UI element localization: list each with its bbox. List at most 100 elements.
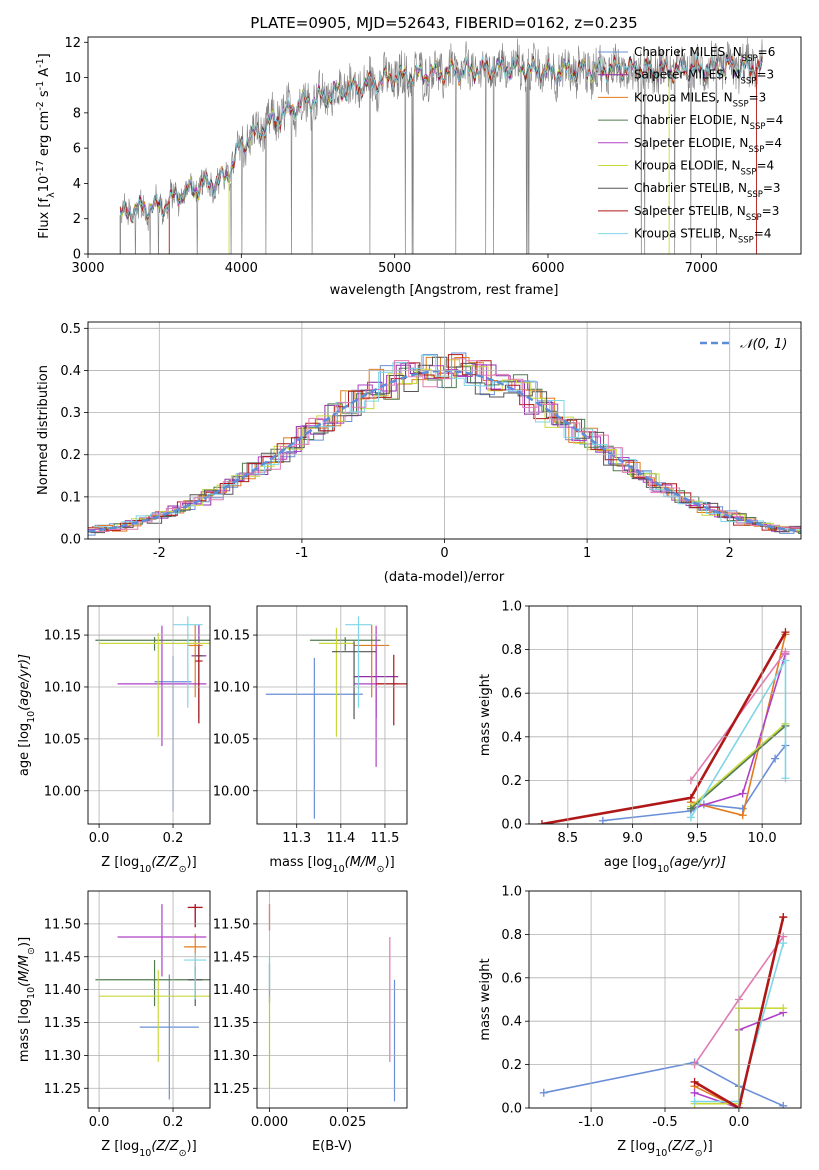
y-tick-label: 11.25 <box>213 1082 250 1097</box>
legend-label: Salpeter MILES, NSSP=3 <box>634 68 774 87</box>
axes-frame <box>87 36 802 255</box>
weight-marker <box>690 1097 699 1106</box>
y-tick-label: 0.2 <box>501 1058 522 1073</box>
x-tick-label: 11.5 <box>370 831 399 846</box>
y-tick-label: 11.30 <box>44 1049 81 1064</box>
weight-vs-age-panel: 8.5 9.0 9.5 10.0 0.0 0.2 0.4 0.6 0.8 1.0 age [log1… <box>478 600 802 875</box>
weight-line <box>690 653 787 810</box>
y-axis-label: age [log10(age/yr)] <box>17 654 37 776</box>
y-tick-label: 11.40 <box>44 983 81 998</box>
x-axis-label: (data-model)/error <box>384 570 505 585</box>
x-tick-label: 0.025 <box>329 1115 366 1130</box>
x-axis-label: wavelength [Angstrom, rest frame] <box>330 283 559 298</box>
weight-marker <box>686 804 695 813</box>
y-tick-label: 11.40 <box>213 983 250 998</box>
y-tick-label: 0.2 <box>60 448 81 463</box>
weight-marker <box>537 820 546 824</box>
x-axis-label: age [log10(age/yr)] <box>604 855 726 875</box>
legend-label: Chabrier MILES, NSSP=6 <box>634 45 775 64</box>
plot-area <box>268 904 396 1102</box>
axes-frame <box>87 890 211 1109</box>
y-tick-label: 11.45 <box>44 950 81 965</box>
weight-marker <box>690 1088 699 1097</box>
weight-marker <box>781 656 790 665</box>
mass-vs-EBV-panel: 0.000 0.025 11.25 11.30 11.35 11.40 11.45 11.50… <box>213 890 408 1154</box>
residual-histogram <box>91 354 801 531</box>
y-tick-label: 10.10 <box>44 680 81 695</box>
y-axis-label: Flux [fλ10-17 erg cm-2 s-1 A-1] <box>35 53 57 238</box>
y-tick-label: 1.0 <box>501 885 522 900</box>
y-tick-label: 0.3 <box>60 406 81 421</box>
y-axis-label: mass weight <box>478 958 493 1040</box>
weight-marker <box>738 811 747 820</box>
weight-marker <box>779 1101 788 1108</box>
residual-panel: -2 -1 0 1 2 0.0 0.1 0.2 0.3 0.4 0.5 (data-model)/er… <box>36 321 802 585</box>
mass-vs-Z-panel: 0.0 0.2 11.25 11.30 11.35 11.40 11.45 11.50 Z [l… <box>17 890 211 1159</box>
y-tick-label: 10 <box>64 71 81 86</box>
y-tick-label: 11.50 <box>213 917 250 932</box>
x-axis-label: Z [log10(Z/Z⊙)] <box>101 855 196 875</box>
y-tick-label: 0 <box>73 248 81 263</box>
plot-area <box>95 904 210 1100</box>
plot-area <box>537 628 790 824</box>
y-tick-label: 10.00 <box>213 784 250 799</box>
y-tick-label: 10.05 <box>213 732 250 747</box>
plot-area <box>95 616 210 812</box>
x-tick-label: 0.2 <box>163 831 184 846</box>
y-tick-label: 11.30 <box>213 1049 250 1064</box>
x-axis-label: E(B-V) <box>312 1139 352 1154</box>
data-spectrum <box>119 37 763 254</box>
residual-histogram <box>93 354 801 531</box>
plot-area <box>265 616 407 819</box>
y-tick-label: 10.10 <box>213 680 250 695</box>
x-tick-label: 4000 <box>225 261 258 276</box>
axes-frame <box>256 605 408 825</box>
x-tick-label: 1 <box>583 546 591 561</box>
x-tick-label: -2 <box>153 546 166 561</box>
axes-frame <box>256 890 408 1109</box>
axes-frame <box>528 605 802 825</box>
y-axis-label: mass [log10(M/M⊙)] <box>17 937 37 1062</box>
y-tick-label: 0.2 <box>501 774 522 789</box>
legend-label: Salpeter STELIB, NSSP=3 <box>634 204 779 223</box>
x-tick-label: -0.5 <box>652 1115 677 1130</box>
weight-marker <box>779 932 788 941</box>
x-tick-label: -1.0 <box>578 1115 603 1130</box>
weight-marker <box>686 793 695 802</box>
weight-marker <box>781 628 790 637</box>
axes-frame <box>528 890 802 1109</box>
y-tick-label: 12 <box>64 36 81 51</box>
y-tick-label: 11.45 <box>213 950 250 965</box>
x-tick-label: 5000 <box>378 261 411 276</box>
x-tick-label: 0.0 <box>89 1115 110 1130</box>
weight-line <box>602 745 787 822</box>
weight-marker <box>779 913 788 922</box>
y-tick-label: 11.35 <box>44 1016 81 1031</box>
y-tick-label: 4 <box>73 177 81 192</box>
x-tick-label: 0.0 <box>89 831 110 846</box>
weight-marker <box>686 813 695 822</box>
y-axis-label: mass weight <box>478 674 493 756</box>
weight-marker <box>771 754 780 763</box>
legend-label: Salpeter ELODIE, NSSP=4 <box>634 136 782 155</box>
x-tick-label: 11.3 <box>282 831 311 846</box>
axes-frame <box>87 321 802 540</box>
y-tick-label: 0.6 <box>501 687 522 702</box>
y-tick-label: 6 <box>73 142 81 157</box>
weight-marker <box>781 774 790 783</box>
x-tick-label: 9.0 <box>622 831 643 846</box>
y-tick-label: 0.1 <box>60 490 81 505</box>
y-tick-label: 0.0 <box>501 818 522 833</box>
y-tick-label: 0.4 <box>501 730 522 745</box>
weight-marker <box>781 647 790 656</box>
model-spectrum <box>119 53 763 223</box>
y-tick-label: 0.5 <box>60 322 81 337</box>
plot-area <box>119 37 763 254</box>
x-tick-label: 9.5 <box>687 831 708 846</box>
weight-line <box>693 916 785 1108</box>
age-vs-Z-panel: 0.0 0.2 10.00 10.05 10.10 10.15 Z [log10(Z/Z⊙)… <box>17 605 211 875</box>
x-tick-label: 7000 <box>685 261 718 276</box>
spectrum-panel: 3000 4000 5000 6000 7000 0 2 4 6 8 10 12 wavelength … <box>35 36 802 298</box>
x-tick-label: 0 <box>440 546 448 561</box>
